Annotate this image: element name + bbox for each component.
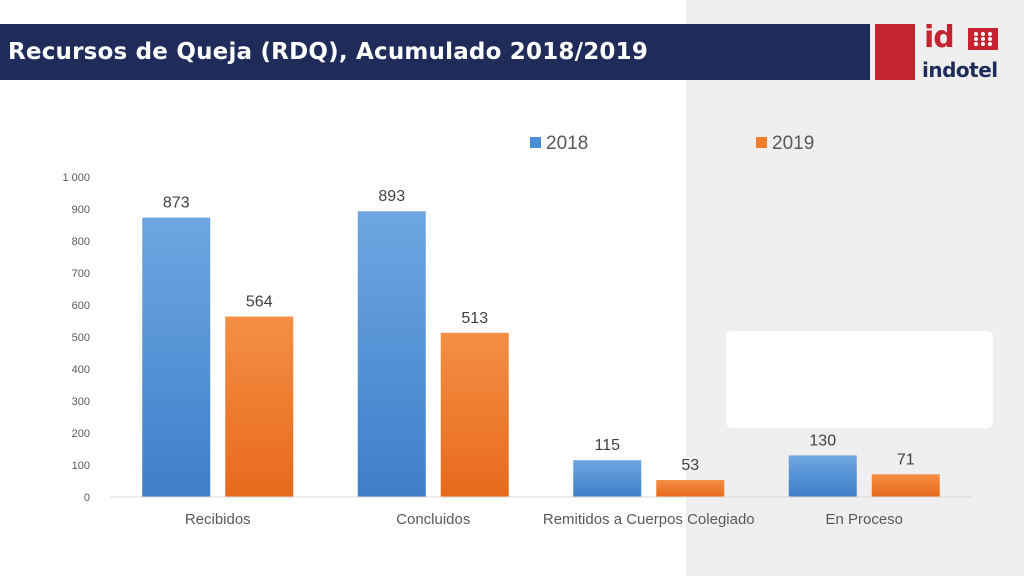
data-label: 71 <box>897 451 915 468</box>
y-tick-label: 400 <box>72 364 90 376</box>
y-tick-label: 1 000 <box>62 172 90 184</box>
y-axis: 0 100 200 300 400 500 600 700 800 900 1 000 <box>62 172 90 504</box>
blank-panel <box>726 331 993 428</box>
data-label: 513 <box>461 310 488 327</box>
bar-2019-3 <box>871 474 940 497</box>
logo-grid-icon <box>968 28 998 50</box>
accent-block <box>875 24 915 80</box>
legend-label: 2019 <box>772 133 814 154</box>
bar-2019-2 <box>656 480 725 497</box>
x-tick-label: Remitidos a Cuerpos Colegiado <box>543 511 755 528</box>
bar-2019-0 <box>225 316 294 497</box>
y-tick-label: 300 <box>72 396 90 408</box>
x-tick-label: Recibidos <box>185 511 251 528</box>
logo-top-text: id <box>924 20 955 55</box>
data-label: 893 <box>378 188 405 205</box>
y-tick-label: 600 <box>72 300 90 312</box>
title-bar: Recursos de Queja (RDQ), Acumulado 2018/… <box>0 24 870 80</box>
data-label: 873 <box>163 195 190 212</box>
chart-legend: 2018 2019 <box>530 133 814 154</box>
bar-2018-3 <box>788 455 857 497</box>
y-tick-label: 100 <box>72 460 90 472</box>
bar-2018-1 <box>357 211 426 498</box>
legend-swatch-2019 <box>756 137 767 148</box>
logo-bottom-text: indotel <box>922 58 998 82</box>
y-tick-label: 200 <box>72 428 90 440</box>
legend-label: 2018 <box>546 133 588 154</box>
page-title: Recursos de Queja (RDQ), Acumulado 2018/… <box>8 39 649 65</box>
x-tick-label: En Proceso <box>825 511 903 528</box>
indotel-logo: id indotel <box>920 20 1006 86</box>
y-tick-label: 800 <box>72 236 90 248</box>
bar-2019-1 <box>440 332 509 497</box>
y-tick-label: 700 <box>72 268 90 280</box>
bar-2018-0 <box>142 217 211 497</box>
bars-group: 873 564 893 513 115 53 130 71 <box>142 188 940 498</box>
y-tick-label: 900 <box>72 204 90 216</box>
data-label: 564 <box>246 294 273 311</box>
data-label: 115 <box>594 437 620 454</box>
bar-2018-2 <box>573 460 642 497</box>
data-label: 53 <box>681 457 699 474</box>
legend-swatch-2018 <box>530 137 541 148</box>
y-tick-label: 0 <box>84 492 90 504</box>
x-axis: Recibidos Concluidos Remitidos a Cuerpos C… <box>110 496 972 528</box>
data-label: 130 <box>809 432 836 449</box>
x-tick-label: Concluidos <box>396 511 470 528</box>
y-tick-label: 500 <box>72 332 90 344</box>
